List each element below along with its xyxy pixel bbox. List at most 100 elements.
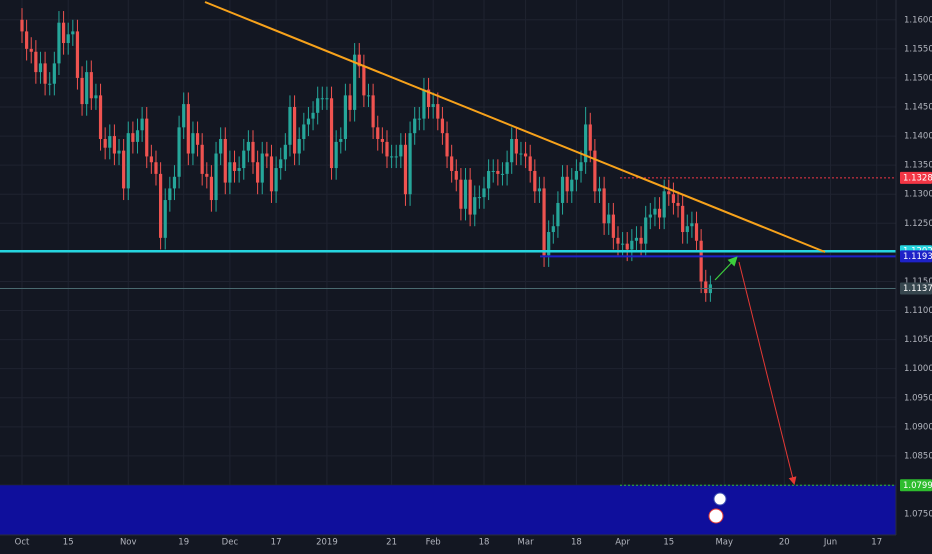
candle-body — [551, 226, 555, 233]
candle-body — [145, 118, 149, 157]
candle-body — [560, 176, 565, 203]
price-badge-label: 1.07995 — [903, 481, 932, 491]
y-tick-label: 1.14500 — [904, 103, 932, 113]
down-arrow[interactable] — [738, 261, 797, 485]
x-tick-label: 19 — [178, 538, 189, 548]
price-badge-label: 1.11378 — [903, 284, 932, 294]
candle-body — [131, 133, 135, 142]
candle-body — [468, 179, 472, 215]
candle-body — [246, 141, 250, 151]
x-tick-label: Dec — [222, 538, 239, 548]
candle-body — [149, 156, 153, 163]
candle-body — [182, 104, 186, 128]
price-badge — [900, 171, 932, 184]
candle-body — [436, 104, 440, 119]
candle-body — [547, 232, 551, 256]
candle-body — [440, 118, 445, 134]
candle-body — [496, 170, 500, 174]
y-tick-label: 1.08500 — [904, 451, 932, 461]
x-tick-label: Nov — [120, 538, 137, 548]
candle-body — [482, 188, 486, 198]
candle-body — [168, 188, 172, 201]
y-tick-label: 1.15500 — [904, 44, 932, 54]
candle-body — [200, 144, 204, 174]
candle-body — [89, 72, 93, 99]
x-tick-label: Mar — [518, 538, 535, 548]
candle-body — [288, 107, 292, 145]
candle-body — [371, 95, 375, 128]
x-tick-label: 15 — [663, 538, 674, 548]
y-tick-label: 1.11500 — [904, 277, 932, 287]
candle-body — [570, 179, 574, 192]
x-tick-label: May — [715, 538, 733, 548]
candle-body — [52, 63, 56, 84]
candle-body — [66, 34, 70, 44]
candle-body — [329, 98, 334, 169]
candle-body — [219, 138, 223, 154]
y-tick-label: 1.11000 — [904, 306, 932, 316]
candle-body — [491, 170, 495, 172]
candle-body — [579, 162, 583, 171]
candle-body — [135, 130, 140, 142]
candle-body — [584, 124, 588, 163]
candle-body — [607, 214, 611, 224]
trend-line[interactable] — [204, 1, 826, 253]
x-tick-label: 17 — [871, 538, 882, 548]
candle-body — [348, 95, 352, 110]
candle-body — [634, 237, 639, 241]
candle-body — [450, 156, 454, 171]
candle-body — [533, 170, 537, 192]
candle-body — [232, 162, 237, 171]
candle-body — [426, 89, 431, 107]
candle-body — [205, 173, 209, 177]
candle-body — [366, 95, 371, 97]
candle-body — [704, 281, 708, 294]
candle-body — [403, 144, 408, 195]
candle-body — [597, 188, 602, 192]
event-icon[interactable] — [713, 492, 727, 506]
candle-body — [542, 188, 546, 256]
candle-body — [251, 141, 255, 163]
x-tick-label: 21 — [386, 538, 397, 548]
candle-body — [671, 194, 676, 203]
candle-body — [454, 170, 458, 180]
candle-body — [256, 162, 260, 183]
candle-body — [61, 22, 66, 44]
candle-body — [662, 191, 666, 218]
candle-body — [292, 107, 297, 154]
candle-body — [122, 150, 126, 189]
x-tick-label: Apr — [615, 538, 630, 548]
event-icon[interactable] — [708, 508, 724, 524]
candle-body — [269, 156, 274, 192]
x-tick-label: 18 — [571, 538, 582, 548]
candle-body — [177, 127, 181, 177]
candle-body — [103, 138, 107, 148]
candle-body — [385, 141, 389, 157]
candle-body — [523, 153, 528, 157]
x-tick-label: 15 — [63, 538, 74, 548]
candle-body — [519, 153, 523, 155]
candle-body — [85, 72, 89, 105]
candle-body — [685, 226, 689, 233]
candle-body — [667, 191, 671, 195]
candle-body — [191, 133, 195, 154]
candle-body — [394, 156, 398, 158]
candle-body — [574, 170, 578, 180]
y-tick-label: 1.09000 — [904, 422, 932, 432]
candle-body — [500, 173, 505, 175]
y-tick-label: 1.07500 — [904, 510, 932, 520]
candle-body — [25, 31, 29, 49]
candle-body — [274, 168, 278, 192]
candle-body — [593, 150, 597, 192]
up-arrow[interactable] — [714, 256, 738, 281]
candle-body — [325, 98, 329, 100]
candle-body — [690, 223, 694, 227]
candle-body — [417, 118, 421, 120]
candle-body — [112, 136, 116, 154]
candle-body — [653, 208, 657, 215]
candle-body — [48, 83, 52, 85]
candle-body — [339, 138, 343, 142]
